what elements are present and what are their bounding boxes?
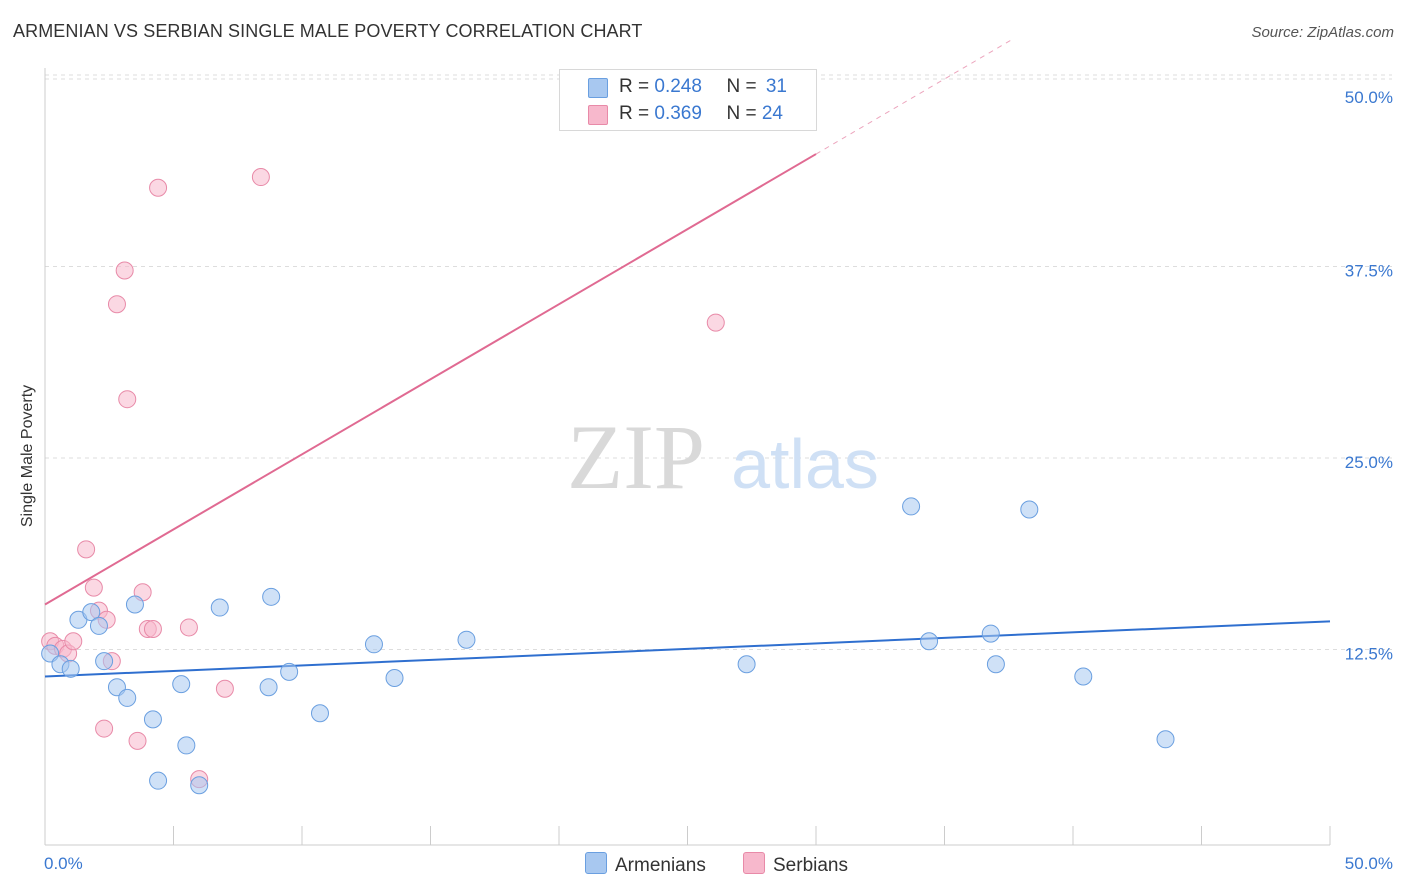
serbians-r-value: 0.369	[654, 103, 702, 124]
bottom-serbians-swatch	[743, 852, 765, 874]
serbians-trend-line	[44, 153, 817, 606]
armenians-point-19	[310, 704, 329, 723]
armenians-point-25	[920, 632, 939, 651]
source-attribution: Source: ZipAtlas.com	[1251, 24, 1394, 41]
bottom-serbians-label: Serbians	[773, 855, 848, 876]
axis-layer	[44, 68, 1331, 846]
armenians-point-22	[457, 630, 476, 649]
y-tick-label-2: 37.5%	[1345, 262, 1393, 281]
bottom-legend-armenians: Armenians	[585, 852, 706, 877]
armenians-point-5	[89, 616, 108, 635]
armenians-swatch	[588, 78, 608, 98]
armenians-point-29	[1074, 667, 1093, 686]
legend-serbians-text: R = 0.369 N = 24	[619, 103, 783, 125]
armenians-point-14	[190, 776, 209, 795]
bottom-armenians-swatch	[585, 852, 607, 874]
serbians-r-label: R =	[619, 103, 655, 124]
armenians-point-16	[259, 678, 278, 697]
trend-layer	[44, 38, 1331, 678]
grid-layer	[45, 74, 1392, 650]
serbians-point-6	[84, 578, 103, 597]
x-tick-label-1: 50.0%	[1345, 854, 1393, 873]
y-tick-label-0: 12.5%	[1345, 645, 1393, 664]
armenians-point-26	[981, 624, 1000, 643]
serbians-point-23	[706, 313, 725, 332]
armenians-point-18	[280, 662, 299, 681]
armenians-r-value: 0.248	[654, 76, 702, 97]
armenians-point-28	[1020, 500, 1039, 519]
serbians-point-22	[251, 168, 270, 187]
armenians-point-10	[143, 710, 162, 729]
armenians-point-12	[172, 675, 191, 694]
armenians-point-27	[986, 655, 1005, 674]
x-tick-label-0: 0.0%	[44, 854, 83, 873]
serbians-n-value: 24	[761, 103, 783, 124]
armenians-point-17	[262, 587, 281, 606]
armenians-point-8	[118, 688, 137, 707]
serbians-point-13	[118, 390, 137, 409]
serbians-point-4	[64, 632, 83, 651]
armenians-point-21	[385, 669, 404, 688]
serbians-point-11	[107, 295, 126, 314]
serbians-n-label: N =	[726, 103, 762, 124]
armenians-point-24	[902, 497, 921, 516]
serbians-trend-extension	[815, 38, 1013, 155]
serbians-point-18	[149, 178, 168, 197]
serbians-swatch	[588, 105, 608, 125]
armenians-point-11	[149, 771, 168, 790]
armenians-point-20	[364, 635, 383, 654]
y-tick-label-3: 50.0%	[1345, 88, 1393, 107]
tick-label-layer: 12.5% 25.0% 37.5% 50.0% 0.0% 50.0%	[44, 88, 1393, 873]
serbians-point-14	[128, 731, 147, 750]
y-tick-label-1: 25.0%	[1345, 453, 1393, 472]
points-layer	[41, 168, 1175, 795]
armenians-n-label: N =	[726, 76, 762, 97]
serbians-point-5	[77, 540, 96, 559]
serbians-point-9	[95, 719, 114, 738]
serbians-point-19	[179, 618, 198, 637]
armenians-r-label: R =	[619, 76, 655, 97]
chart-title: ARMENIAN VS SERBIAN SINGLE MALE POVERTY …	[13, 21, 643, 41]
armenians-point-15	[210, 598, 229, 617]
armenians-point-4	[82, 603, 101, 622]
bottom-legend-serbians: Serbians	[743, 852, 848, 877]
correlation-legend: R = 0.248 N = 31 R = 0.369 N = 24	[559, 69, 817, 131]
armenians-point-13	[177, 736, 196, 755]
watermark-atlas: atlas	[731, 425, 879, 503]
legend-armenians-text: R = 0.248 N = 31	[619, 76, 787, 98]
serbians-point-12	[115, 261, 134, 280]
armenians-trend-line	[44, 620, 1331, 678]
armenians-point-9	[125, 595, 144, 614]
bottom-armenians-label: Armenians	[615, 855, 706, 876]
serbians-point-17	[143, 619, 162, 638]
armenians-point-30	[1156, 730, 1175, 749]
watermark-zip: ZIP	[567, 406, 705, 508]
armenians-n-value: 31	[765, 76, 787, 97]
armenians-point-23	[737, 655, 756, 674]
armenians-point-2	[61, 659, 80, 678]
armenians-point-6	[95, 652, 114, 671]
serbians-point-21	[215, 679, 234, 698]
